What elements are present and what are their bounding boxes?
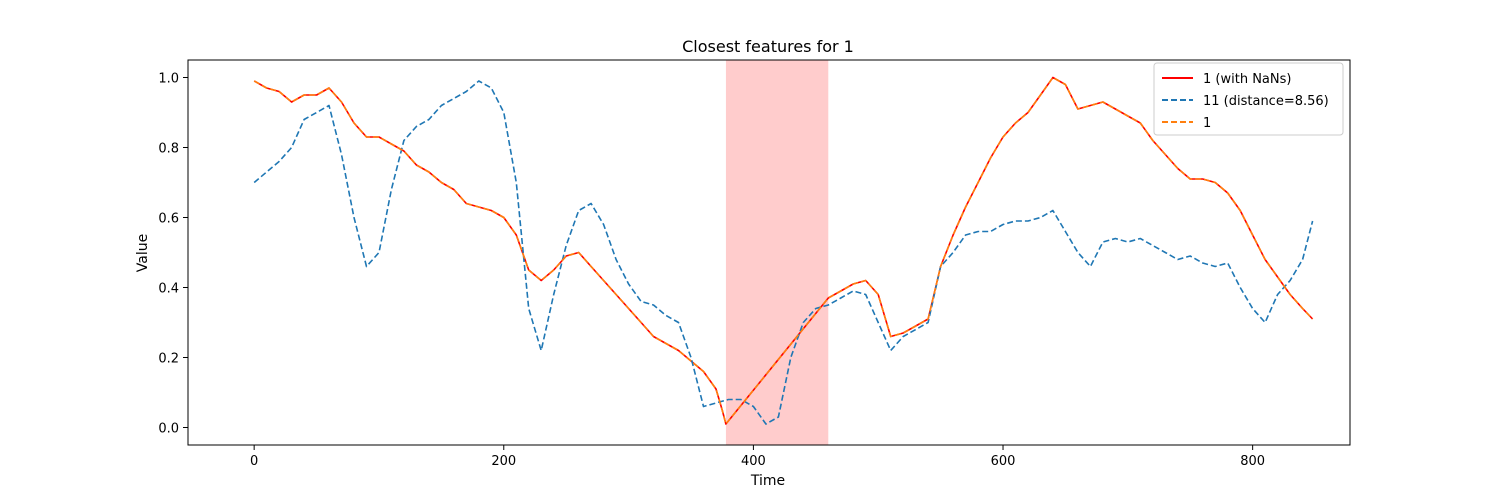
x-tick-label: 800 — [1240, 454, 1265, 469]
x-axis-label: Time — [750, 473, 785, 489]
y-tick-label: 0.2 — [158, 352, 179, 367]
shaded-region — [725, 60, 829, 445]
x-tick-label: 400 — [741, 454, 766, 469]
y-tick-label: 0.8 — [158, 142, 179, 157]
legend-label-series-2: 11 (distance=8.56) — [1203, 94, 1329, 109]
x-tick-label: 600 — [991, 454, 1016, 469]
series-layer — [253, 76, 1314, 425]
legend-box — [1153, 62, 1344, 136]
y-tick-label: 0.0 — [158, 422, 179, 437]
legend-label-series-3: 1 — [1203, 116, 1211, 131]
legend: 1 (with NaNs) 11 (distance=8.56) 1 — [1153, 62, 1344, 136]
x-tick-label: 200 — [491, 454, 516, 469]
x-tick-label: 0 — [250, 454, 258, 469]
y-axis-ticks: 0.0 0.2 0.4 0.6 0.8 1.0 — [158, 72, 188, 437]
plot-frame — [187, 59, 1351, 446]
y-tick-label: 0.4 — [158, 282, 179, 297]
y-tick-label: 0.6 — [158, 212, 179, 227]
plot-area — [187, 59, 1351, 446]
y-axis-label: Value — [135, 234, 151, 272]
legend-label-series-1: 1 (with NaNs) — [1203, 72, 1291, 87]
series-11-line — [253, 80, 1314, 425]
x-axis-ticks: 0 200 400 600 800 — [250, 445, 1265, 469]
chart-title: Closest features for 1 — [682, 37, 854, 56]
series-1-line — [253, 76, 1314, 425]
y-tick-label: 1.0 — [158, 72, 179, 87]
